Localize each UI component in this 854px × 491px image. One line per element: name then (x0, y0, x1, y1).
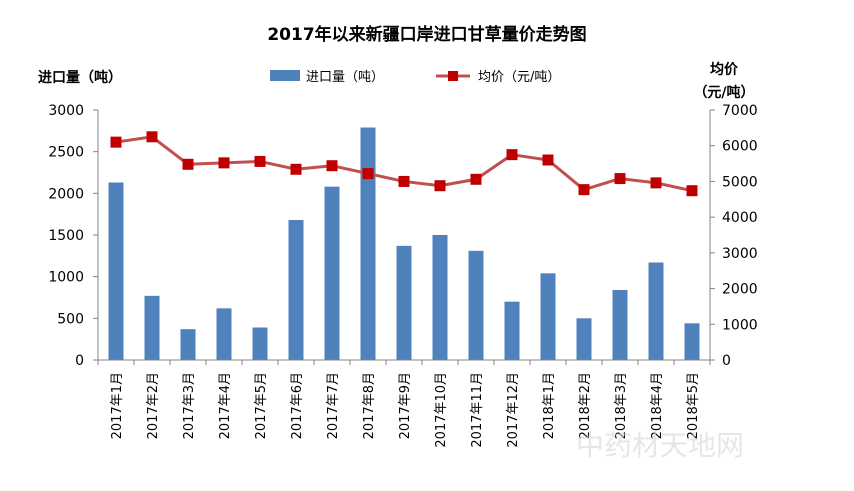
left-tick-label: 3000 (48, 103, 84, 119)
price-point (686, 185, 698, 197)
x-tick-label: 2017年8月 (362, 372, 377, 439)
x-tick-label: 2017年5月 (254, 372, 269, 439)
right-tick-label: 5000 (722, 174, 758, 190)
price-point (182, 158, 194, 170)
x-tick-label: 2018年4月 (650, 372, 665, 439)
price-point (614, 173, 626, 185)
bar (612, 290, 628, 360)
line-series (110, 131, 698, 197)
x-tick-label: 2017年4月 (218, 372, 233, 439)
x-tick-label: 2017年6月 (290, 372, 305, 439)
bar (108, 182, 124, 360)
axes: 0 500 1000 1500 2000 2500 3000 0 1000 2000 3000 400… (48, 103, 757, 448)
right-tick-label: 4000 (722, 210, 758, 226)
left-axis-label: 进口量（吨） (38, 69, 122, 86)
x-tick-label: 2017年1月 (110, 372, 125, 439)
left-tick-label: 1000 (48, 270, 84, 286)
right-tick-label: 3000 (722, 246, 758, 262)
bar (144, 295, 160, 360)
right-tick-label: 1000 (722, 317, 758, 333)
price-point (218, 157, 230, 169)
bar (540, 273, 556, 360)
price-point (326, 160, 338, 172)
x-tick-label: 2017年9月 (398, 372, 413, 439)
bar (684, 323, 700, 360)
bar (432, 235, 448, 360)
price-point (290, 163, 302, 175)
bar (324, 186, 340, 360)
price-point (650, 177, 662, 189)
price-point (578, 184, 590, 196)
right-axis-label-line2: （元/吨） (693, 84, 754, 101)
x-tick-label: 2017年12月 (506, 372, 521, 448)
left-tick-label: 500 (57, 311, 84, 327)
price-point (506, 149, 518, 161)
price-point (254, 155, 266, 167)
left-tick-label: 1500 (48, 228, 84, 244)
bar (504, 301, 520, 360)
right-axis-label-line1: 均价 (710, 61, 739, 78)
left-tick-label: 2000 (48, 186, 84, 202)
right-tick-label: 6000 (722, 139, 758, 155)
price-point (146, 131, 158, 143)
bar (396, 245, 412, 360)
x-tick-label: 2018年3月 (614, 372, 629, 439)
bar (252, 327, 268, 360)
left-tick-label: 0 (75, 353, 84, 369)
x-tick-label: 2017年11月 (470, 372, 485, 448)
legend: 进口量（吨） 均价（元/吨） (270, 70, 560, 85)
legend-bar-swatch (270, 70, 300, 81)
bar (216, 308, 232, 360)
x-tick-label: 2017年3月 (182, 372, 197, 439)
bar (180, 329, 196, 360)
x-tick-label: 2017年2月 (146, 372, 161, 439)
legend-bar-label: 进口量（吨） (306, 70, 384, 85)
x-tick-label: 2017年10月 (434, 372, 449, 448)
left-tick-label: 2500 (48, 145, 84, 161)
price-point (470, 173, 482, 185)
bar (648, 262, 664, 360)
price-point (542, 154, 554, 166)
bar (468, 250, 484, 360)
x-tick-label: 2017年7月 (326, 372, 341, 439)
bar (576, 318, 592, 360)
x-tick-label: 2018年5月 (686, 372, 701, 439)
x-tick-label: 2018年2月 (578, 372, 593, 439)
bar-series (108, 127, 700, 360)
price-point (110, 136, 122, 148)
price-point (362, 168, 374, 180)
bar (288, 220, 304, 360)
right-tick-label: 7000 (722, 103, 758, 119)
right-tick-label: 2000 (722, 282, 758, 298)
legend-line-marker (448, 71, 458, 81)
legend-line-label: 均价（元/吨） (478, 70, 560, 85)
right-tick-label: 0 (722, 353, 731, 369)
price-point (434, 180, 446, 192)
x-tick-label: 2018年1月 (542, 372, 557, 439)
watermark: 中药材天地网 (576, 429, 744, 462)
bar (360, 127, 376, 360)
price-point (398, 175, 410, 187)
chart-title: 2017年以来新疆口岸进口甘草量价走势图 (267, 24, 586, 45)
